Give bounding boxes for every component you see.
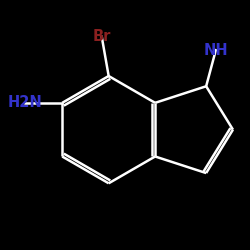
Text: H2N: H2N — [8, 95, 42, 110]
Text: NH: NH — [204, 43, 228, 58]
Text: Br: Br — [92, 30, 111, 44]
